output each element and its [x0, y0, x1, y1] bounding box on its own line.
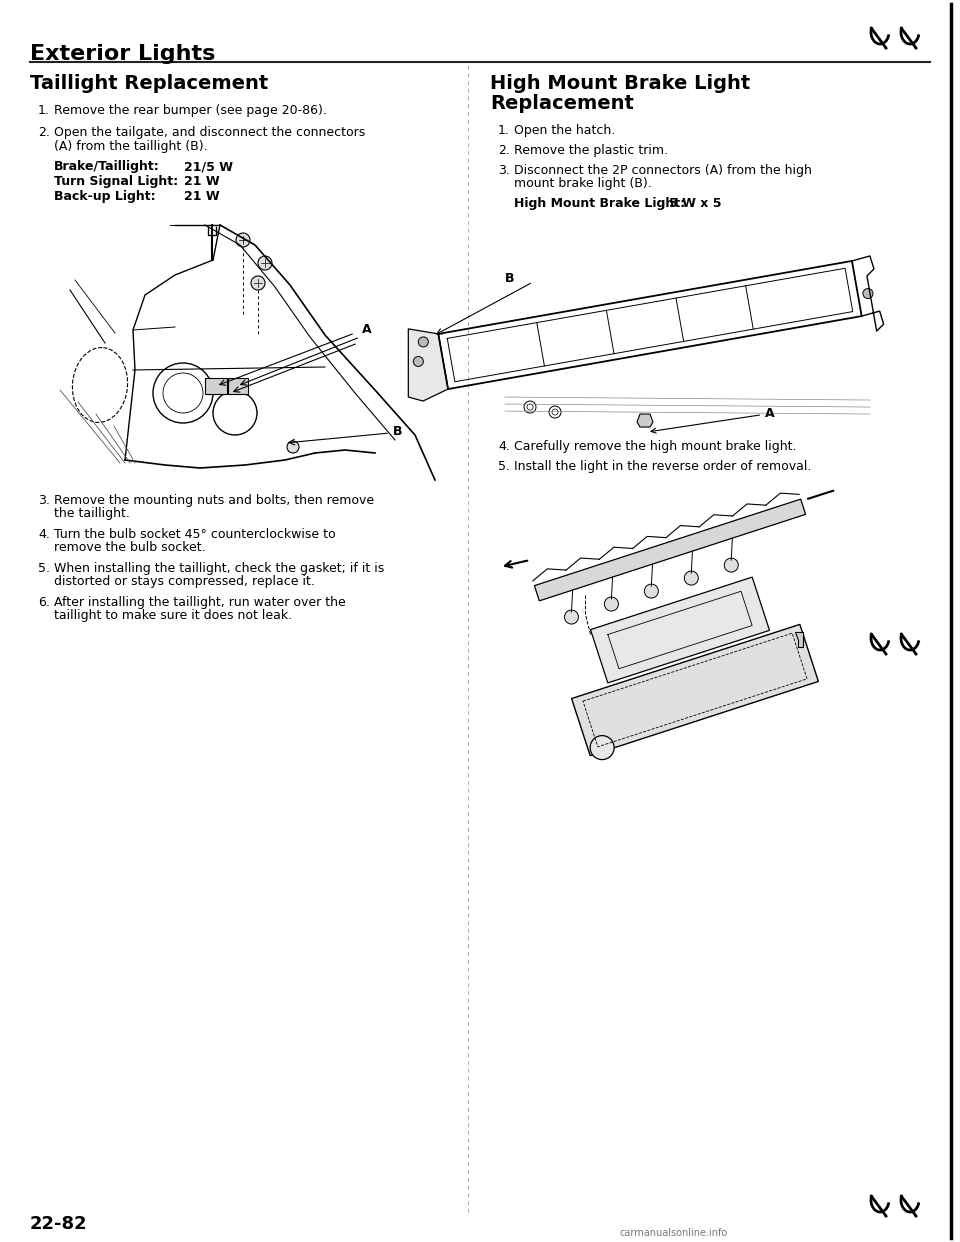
Text: Back-up Light:: Back-up Light: — [54, 190, 156, 202]
Text: Remove the plastic trim.: Remove the plastic trim. — [514, 144, 668, 156]
Text: 21 W: 21 W — [184, 190, 220, 202]
Polygon shape — [571, 625, 818, 755]
Text: 5.: 5. — [498, 460, 510, 473]
Text: 4.: 4. — [38, 528, 50, 542]
Text: A: A — [651, 407, 775, 433]
Text: Remove the rear bumper (see page 20-86).: Remove the rear bumper (see page 20-86). — [54, 104, 326, 117]
Text: 3.: 3. — [498, 164, 510, 178]
Text: 2.: 2. — [498, 144, 510, 156]
Text: Taillight Replacement: Taillight Replacement — [30, 75, 268, 93]
Text: Remove the mounting nuts and bolts, then remove: Remove the mounting nuts and bolts, then… — [54, 494, 374, 507]
Polygon shape — [590, 578, 770, 683]
Text: 3.: 3. — [38, 494, 50, 507]
Text: 21 W: 21 W — [184, 175, 220, 188]
Circle shape — [251, 276, 265, 289]
Text: 1.: 1. — [38, 104, 50, 117]
Text: Disconnect the 2P connectors (A) from the high: Disconnect the 2P connectors (A) from th… — [514, 164, 812, 178]
Text: taillight to make sure it does not leak.: taillight to make sure it does not leak. — [54, 609, 292, 622]
Text: 21/5 W: 21/5 W — [184, 160, 233, 173]
Text: Carefully remove the high mount brake light.: Carefully remove the high mount brake li… — [514, 440, 797, 453]
Text: Turn the bulb socket 45° counterclockwise to: Turn the bulb socket 45° counterclockwis… — [54, 528, 336, 542]
Circle shape — [605, 597, 618, 611]
Circle shape — [236, 233, 250, 247]
Text: 1.: 1. — [498, 124, 510, 137]
Text: When installing the taillight, check the gasket; if it is: When installing the taillight, check the… — [54, 561, 384, 575]
Text: 5 W x 5: 5 W x 5 — [669, 197, 722, 210]
Text: distorted or stays compressed, replace it.: distorted or stays compressed, replace i… — [54, 575, 315, 587]
Circle shape — [644, 584, 659, 599]
Bar — [228, 378, 248, 394]
Text: the taillight.: the taillight. — [54, 507, 130, 520]
Text: 6.: 6. — [38, 596, 50, 609]
Circle shape — [258, 256, 272, 270]
Circle shape — [684, 571, 698, 585]
Text: Turn Signal Light:: Turn Signal Light: — [54, 175, 179, 188]
Text: Open the tailgate, and disconnect the connectors: Open the tailgate, and disconnect the co… — [54, 125, 365, 139]
Text: Exterior Lights: Exterior Lights — [30, 43, 215, 65]
Polygon shape — [637, 414, 653, 427]
Text: carmanualsonline.info: carmanualsonline.info — [620, 1228, 729, 1238]
Text: Replacement: Replacement — [490, 94, 634, 113]
Text: 4.: 4. — [498, 440, 510, 453]
Bar — [205, 378, 227, 394]
Circle shape — [564, 610, 579, 623]
Circle shape — [414, 356, 423, 366]
Text: (A) from the taillight (B).: (A) from the taillight (B). — [54, 140, 207, 153]
Text: mount brake light (B).: mount brake light (B). — [514, 178, 652, 190]
Circle shape — [863, 288, 873, 298]
Circle shape — [724, 558, 738, 573]
Polygon shape — [535, 499, 805, 601]
Text: B: B — [393, 425, 402, 438]
Text: Open the hatch.: Open the hatch. — [514, 124, 615, 137]
Circle shape — [287, 441, 299, 453]
Circle shape — [419, 337, 428, 347]
Text: A: A — [362, 323, 372, 337]
Text: High Mount Brake Light:: High Mount Brake Light: — [514, 197, 685, 210]
Text: Install the light in the reverse order of removal.: Install the light in the reverse order o… — [514, 460, 811, 473]
Text: B: B — [505, 272, 515, 284]
Polygon shape — [795, 632, 803, 647]
Text: 2.: 2. — [38, 125, 50, 139]
Text: 5.: 5. — [38, 561, 50, 575]
Text: 22-82: 22-82 — [30, 1215, 87, 1233]
Text: remove the bulb socket.: remove the bulb socket. — [54, 542, 205, 554]
Polygon shape — [408, 329, 448, 401]
Circle shape — [590, 735, 614, 760]
Text: Brake/Taillight:: Brake/Taillight: — [54, 160, 159, 173]
Text: After installing the taillight, run water over the: After installing the taillight, run wate… — [54, 596, 346, 609]
Text: High Mount Brake Light: High Mount Brake Light — [490, 75, 751, 93]
